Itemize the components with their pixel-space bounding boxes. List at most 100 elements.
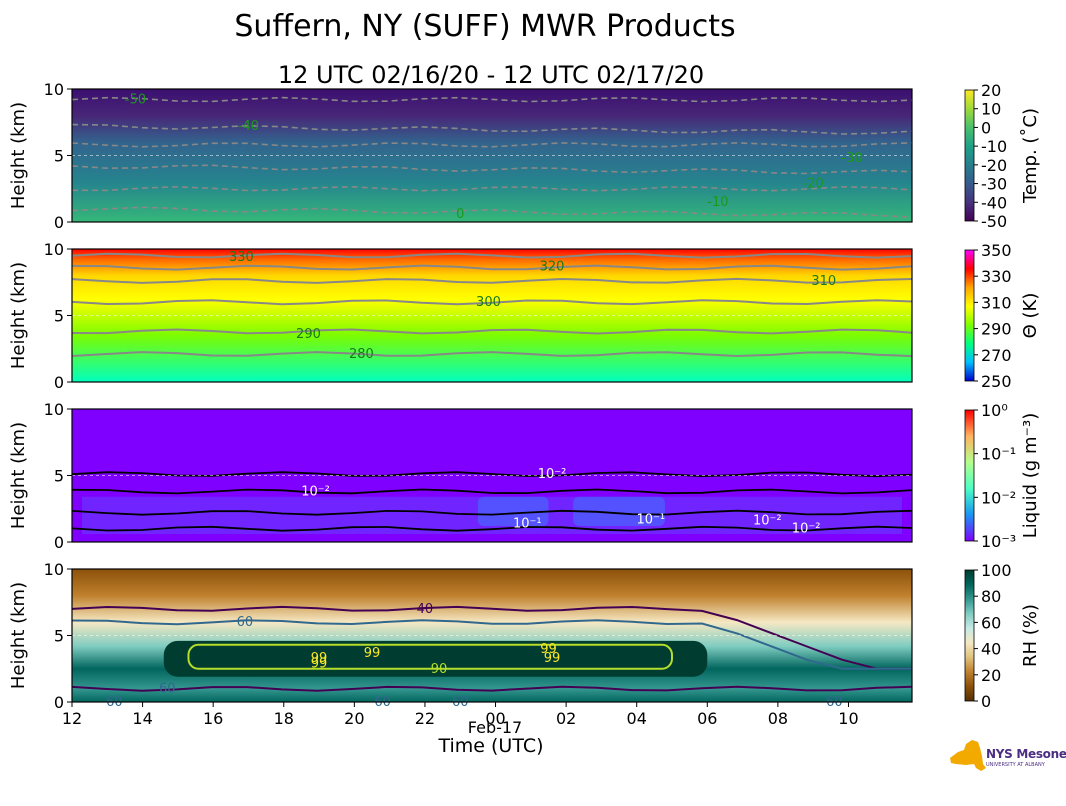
colorbar-tick-label: 330 xyxy=(981,267,1012,286)
colorbar-tick-label: 60 xyxy=(981,613,1001,632)
x-tick-label: 14 xyxy=(132,709,152,728)
y-tick-label: 0 xyxy=(54,533,64,552)
contour-label: -30 xyxy=(841,151,862,166)
contour-label: 90 xyxy=(431,662,448,677)
y-tick-label: 10 xyxy=(44,240,64,259)
contour-label: 300 xyxy=(476,295,501,310)
y-tick-label: 10 xyxy=(44,400,64,419)
contour-label: 310 xyxy=(811,274,836,289)
x-tick-label: 08 xyxy=(768,709,788,728)
contour-line xyxy=(71,96,913,103)
contour-line xyxy=(71,525,913,532)
contour-label: 10⁻² xyxy=(538,467,567,482)
contour-line xyxy=(71,264,913,271)
y-axis-label: Height (km) xyxy=(8,102,29,209)
panel-potential_temperature: 330 320 310 300 290 280 0 5 10 Height (km) 350 330 3… xyxy=(8,240,1041,392)
contour-label: 99 xyxy=(311,651,328,666)
liquid-cloud-1 xyxy=(573,496,665,527)
x-tick-label: 02 xyxy=(556,709,576,728)
colorbar-tick-label: 10 xyxy=(981,100,1001,119)
colorbar-tick-label: -20 xyxy=(981,156,1007,175)
logo-subtext: UNIVERSITY AT ALBANY xyxy=(986,762,1045,768)
y-tick-label: 10 xyxy=(44,560,64,579)
x-tick-label: 16 xyxy=(203,709,223,728)
y-axis-label: Height (km) xyxy=(8,262,29,369)
colorbar-tick-label: 20 xyxy=(981,666,1001,685)
contour-line xyxy=(71,351,913,358)
contour-label: 280 xyxy=(349,347,374,362)
contour-label: -10 xyxy=(707,195,728,210)
contour-line xyxy=(71,206,913,218)
colorbar-tick-label: 100 xyxy=(981,561,1012,580)
contour-line xyxy=(71,277,913,284)
contour-line xyxy=(71,685,913,692)
y-tick-label: 5 xyxy=(54,627,64,646)
x-tick-label: 20 xyxy=(344,709,364,728)
contour-label: -20 xyxy=(803,176,824,191)
contour-line xyxy=(71,164,913,175)
contour-label: 40 xyxy=(417,602,434,617)
contour-label: -50 xyxy=(125,93,146,108)
y-tick-label: 0 xyxy=(54,213,64,232)
contour-label: 330 xyxy=(229,250,254,265)
x-tick-label: 06 xyxy=(697,709,717,728)
x-tick-label: 04 xyxy=(627,709,647,728)
y-tick-label: 5 xyxy=(54,307,64,326)
contour-line xyxy=(71,299,913,306)
contour-label: 320 xyxy=(540,259,565,274)
logo-text: NYS Mesonet xyxy=(986,747,1066,761)
panel-liquid: 10⁻² 10⁻² 10⁻¹ 10⁻¹ 10⁻² 10⁻² 0 5 10 Height (km) 1… xyxy=(8,400,1041,552)
colorbar-label: Θ (K) xyxy=(1020,293,1041,339)
colorbar-temperature xyxy=(964,89,975,222)
colorbar-tick-label: 0 xyxy=(981,692,991,711)
y-tick-label: 0 xyxy=(54,373,64,392)
y-tick-label: 5 xyxy=(54,147,64,166)
contour-label: 10⁻¹ xyxy=(513,516,542,531)
colorbar-tick-label: 20 xyxy=(981,81,1001,100)
colorbar-tick-label: 270 xyxy=(981,346,1012,365)
colorbar-liquid xyxy=(964,409,975,542)
colorbar-tick-label: 0 xyxy=(981,118,991,137)
contour-label: -40 xyxy=(238,119,259,134)
contour-line xyxy=(71,605,912,670)
contour-line xyxy=(71,509,913,516)
liquid-cloud-0 xyxy=(477,496,549,527)
y-axis-label: Height (km) xyxy=(8,582,29,689)
x-axis: 12 14 16 18 20 22 00 02 04 06 08 10 xyxy=(62,702,859,728)
x-axis-date-label: Feb-17 xyxy=(468,718,522,737)
contour-label: 60 xyxy=(159,682,176,697)
contour-label: 10⁻² xyxy=(301,484,330,499)
colorbar-tick-label: 40 xyxy=(981,640,1001,659)
colorbar-tick-label: 10⁰ xyxy=(981,401,1008,420)
contour-line xyxy=(71,123,913,135)
contour-label: 99 xyxy=(364,646,381,661)
colorbar-relative_humidity xyxy=(964,569,975,702)
colorbar-potential_temperature xyxy=(964,249,975,382)
figure-subtitle: 12 UTC 02/16/20 - 12 UTC 02/17/20 xyxy=(278,61,704,89)
contour-line xyxy=(71,328,913,335)
x-tick-label: 22 xyxy=(415,709,435,728)
contour-label: 10⁻² xyxy=(753,514,782,529)
contour-label: 290 xyxy=(296,327,321,342)
colorbar-tick-label: 80 xyxy=(981,587,1001,606)
colorbar-tick-label: -40 xyxy=(981,193,1007,212)
contour-label: 99 xyxy=(544,651,561,666)
figure-title: Suffern, NY (SUFF) MWR Products xyxy=(234,9,735,44)
colorbar-label: Temp. (˚C) xyxy=(1020,108,1041,204)
y-tick-label: 0 xyxy=(54,693,64,712)
x-tick-label: 10 xyxy=(838,709,858,728)
colorbar-tick-label: -50 xyxy=(981,212,1007,231)
colorbar-label: RH (%) xyxy=(1020,604,1041,667)
y-tick-label: 5 xyxy=(54,467,64,486)
y-tick-label: 10 xyxy=(44,80,64,99)
contour-line xyxy=(71,142,913,148)
colorbar-tick-label: -30 xyxy=(981,175,1007,194)
contour-line xyxy=(71,488,913,495)
contour-label: 60 xyxy=(237,615,254,630)
contour-line xyxy=(71,619,912,670)
colorbar-tick-label: 350 xyxy=(981,241,1012,260)
contour-label: 10⁻¹ xyxy=(637,512,666,527)
colorbar-tick-label: 310 xyxy=(981,293,1012,312)
